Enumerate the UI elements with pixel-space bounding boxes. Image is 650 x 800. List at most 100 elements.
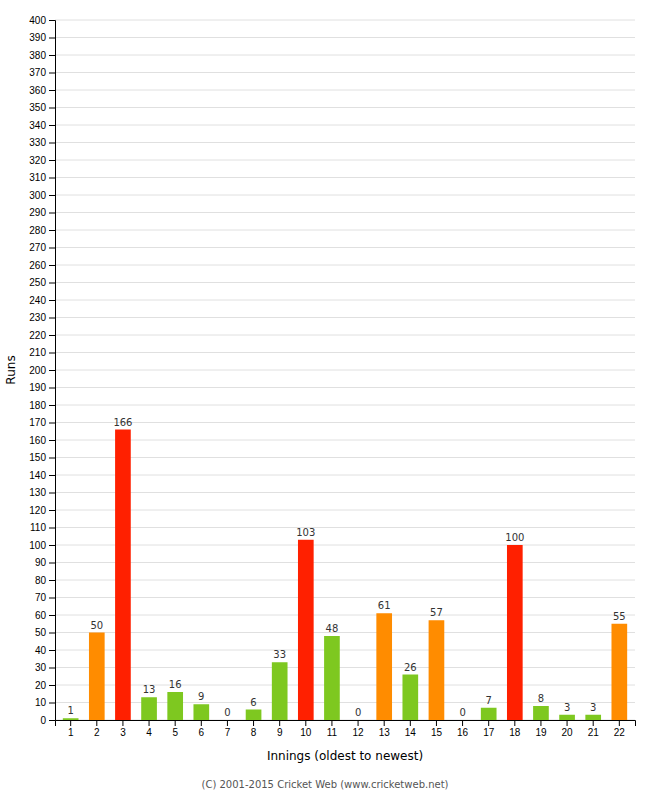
tick-mark [49,20,55,21]
grid-line [55,545,635,546]
tick: 120 [29,505,55,516]
grid-line [55,632,635,633]
tick-mark [49,685,55,686]
tick-mark [436,720,437,726]
tick: 190 [29,382,55,393]
grid-line [55,125,635,126]
tick-mark [96,720,97,726]
bar [533,706,549,720]
tick-mark [49,283,55,284]
tick-label: 20 [35,680,47,691]
tick-mark [49,545,55,546]
tick-mark [49,720,55,721]
data-labels: 1501661316906331034806126570710083355 [67,417,625,719]
tick: 390 [29,32,55,43]
tick-label: 18 [509,727,521,738]
tick-mark [49,563,55,564]
tick: 11 [327,720,338,738]
data-label: 13 [143,684,156,695]
tick-label: 19 [535,727,547,738]
grid-line [55,142,635,143]
tick-mark [49,528,55,529]
grid-line [55,405,635,406]
tick: 17 [483,720,495,738]
grid-line [55,527,635,528]
tick-mark [49,458,55,459]
tick-label: 160 [29,435,46,446]
grid-line [55,230,635,231]
data-label: 7 [486,695,492,706]
tick: 50 [35,627,55,638]
bars [63,430,627,721]
bar [63,718,79,720]
tick: 40 [35,645,55,656]
data-label: 55 [613,611,626,622]
tick-label: 7 [225,727,231,738]
tick-mark [122,720,123,726]
tick-mark [227,720,228,726]
tick: 250 [29,277,55,288]
tick: 80 [35,575,55,586]
bar [246,710,262,721]
grid-line [55,90,635,91]
tick: 400 [29,15,55,26]
tick-label: 120 [29,505,46,516]
tick-mark [619,720,620,726]
grid-line [55,387,635,388]
data-label: 57 [430,607,443,618]
tick-mark [49,633,55,634]
tick-label: 5 [172,727,178,738]
tick-label: 350 [29,102,46,113]
tick-label: 330 [29,137,46,148]
tick-mark [49,650,55,651]
grid-line [55,475,635,476]
tick-mark [49,300,55,301]
bar [298,540,314,720]
tick: 150 [29,452,55,463]
tick-label: 240 [29,295,46,306]
tick: 350 [29,102,55,113]
tick-label: 170 [29,417,46,428]
tick: 5 [172,720,178,738]
tick-mark [384,720,385,726]
tick-label: 220 [29,330,46,341]
tick-label: 21 [588,727,600,738]
tick-mark [49,353,55,354]
tick: 9 [277,720,283,738]
tick-mark [49,90,55,91]
tick-mark [514,720,515,726]
tick-label: 140 [29,470,46,481]
data-label: 16 [169,679,182,690]
bar [324,636,340,720]
tick-mark [331,720,332,726]
bar [402,675,418,721]
tick: 3 [120,720,126,738]
tick-label: 130 [29,487,46,498]
data-label: 3 [590,702,596,713]
grid-line [55,510,635,511]
tick-label: 40 [35,645,47,656]
tick-mark [70,720,71,726]
tick: 20 [562,720,574,738]
bar [481,708,497,720]
tick-label: 60 [35,610,47,621]
tick-mark [49,493,55,494]
tick-label: 6 [199,727,205,738]
plot: 1501661316906331034806126570710083355123… [29,15,635,738]
tick-mark [49,318,55,319]
tick-mark [49,580,55,581]
bar [559,715,575,720]
grid-line [55,72,635,73]
grid-line [55,20,635,21]
tick: 270 [29,242,55,253]
grid-line [55,37,635,38]
tick-label: 10 [300,727,312,738]
bar [272,662,288,720]
tick: 20 [35,680,55,691]
data-label: 0 [355,707,361,718]
grid-line [55,55,635,56]
grid-line [55,107,635,108]
tick: 8 [251,720,257,738]
tick-label: 270 [29,242,46,253]
x-axis: 12345678910111213141516171819202122 [56,720,636,738]
